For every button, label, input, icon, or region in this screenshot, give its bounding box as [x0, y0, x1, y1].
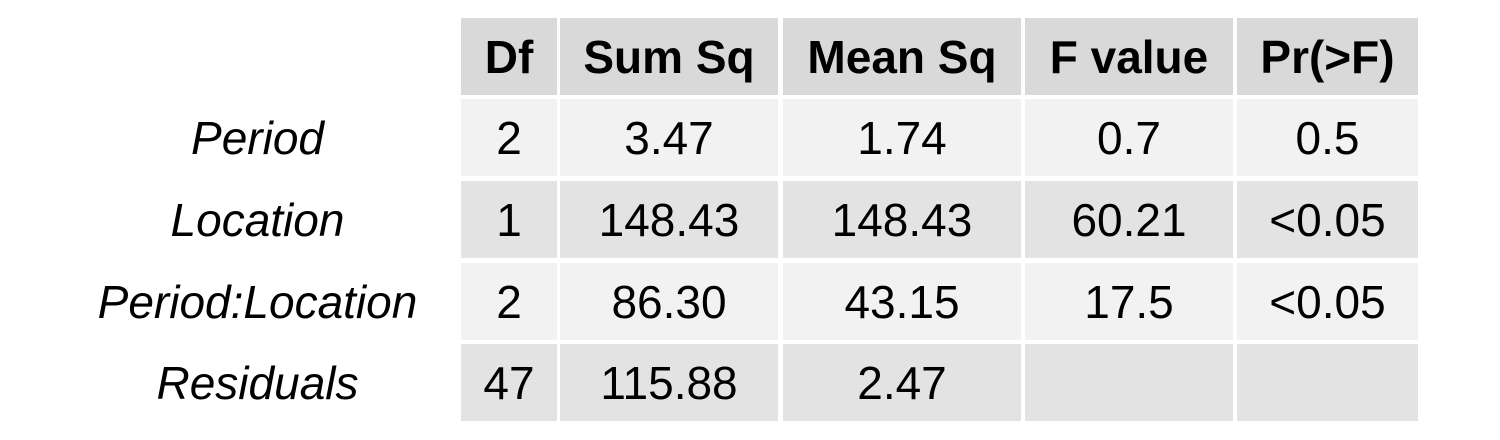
table-cell: <0.05	[1237, 263, 1418, 340]
table-cell: 47	[461, 344, 557, 421]
table-cell: 2	[461, 263, 557, 340]
row-label: Period:Location	[97, 275, 418, 328]
table-cell: 3.47	[560, 99, 778, 176]
table-cell: 86.30	[560, 263, 778, 340]
column-header: Df	[461, 18, 557, 95]
table-cell: 115.88	[560, 344, 778, 421]
column-header: Pr(>F)	[1237, 18, 1418, 95]
table-cell	[1237, 344, 1418, 421]
table-cell: 0.7	[1025, 99, 1233, 176]
table-cell: 0.5	[1237, 99, 1418, 176]
table-cell: 17.5	[1025, 263, 1233, 340]
column-header: Sum Sq	[560, 18, 778, 95]
table-cell: 60.21	[1025, 181, 1233, 258]
table-cell: 2	[461, 99, 557, 176]
row-label: Location	[170, 193, 345, 246]
table-cell: 1.74	[783, 99, 1021, 176]
row-label: Residuals	[156, 356, 359, 409]
row-label: Period	[191, 111, 324, 164]
column-header: F value	[1025, 18, 1233, 95]
column-header: Mean Sq	[783, 18, 1021, 95]
table-cell: 148.43	[783, 181, 1021, 258]
table-cell: 2.47	[783, 344, 1021, 421]
table-cell: 1	[461, 181, 557, 258]
table-cell: 148.43	[560, 181, 778, 258]
table-cell	[1025, 344, 1233, 421]
table-cell: 43.15	[783, 263, 1021, 340]
table-cell: <0.05	[1237, 181, 1418, 258]
